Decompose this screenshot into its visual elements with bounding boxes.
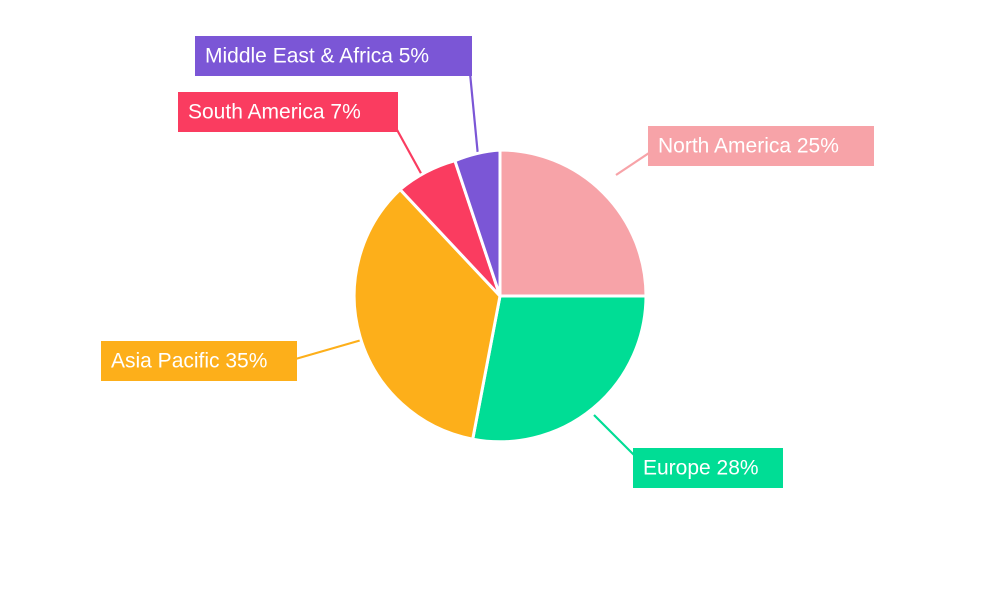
leader-line-middle-east-africa — [468, 72, 480, 157]
label-box-europe — [633, 448, 783, 488]
label-text-asia-pacific: Asia Pacific 35% — [111, 350, 267, 373]
pie-slice-north-america[interactable] — [498, 148, 648, 298]
pie-label-asia-pacific[interactable]: Asia Pacific 35% — [101, 341, 297, 381]
pie-slice-middle-east-africa[interactable] — [453, 148, 502, 298]
pie-label-europe[interactable]: Europe 28% — [633, 448, 783, 488]
label-box-north-america — [648, 126, 874, 166]
pie-slice-europe[interactable] — [471, 294, 648, 444]
label-text-north-america: North America 25% — [658, 135, 839, 158]
label-text-south-america: South America 7% — [188, 101, 361, 124]
pie-label-south-america[interactable]: South America 7% — [178, 92, 398, 132]
pie-label-middle-east-africa[interactable]: Middle East & Africa 5% — [195, 36, 472, 76]
pie-label-north-america[interactable]: North America 25% — [648, 126, 874, 166]
label-text-europe: Europe 28% — [643, 457, 759, 480]
leader-line-asia-pacific — [291, 335, 373, 362]
label-text-middle-east-africa: Middle East & Africa 5% — [205, 45, 429, 68]
label-box-middle-east-africa — [195, 36, 472, 76]
pie-labels: Middle East & Africa 5% South America 7%… — [101, 36, 874, 488]
pie-slices — [352, 148, 648, 444]
label-box-asia-pacific — [101, 341, 297, 381]
pie-slice-asia-pacific[interactable] — [352, 188, 502, 441]
label-box-south-america — [178, 92, 398, 132]
